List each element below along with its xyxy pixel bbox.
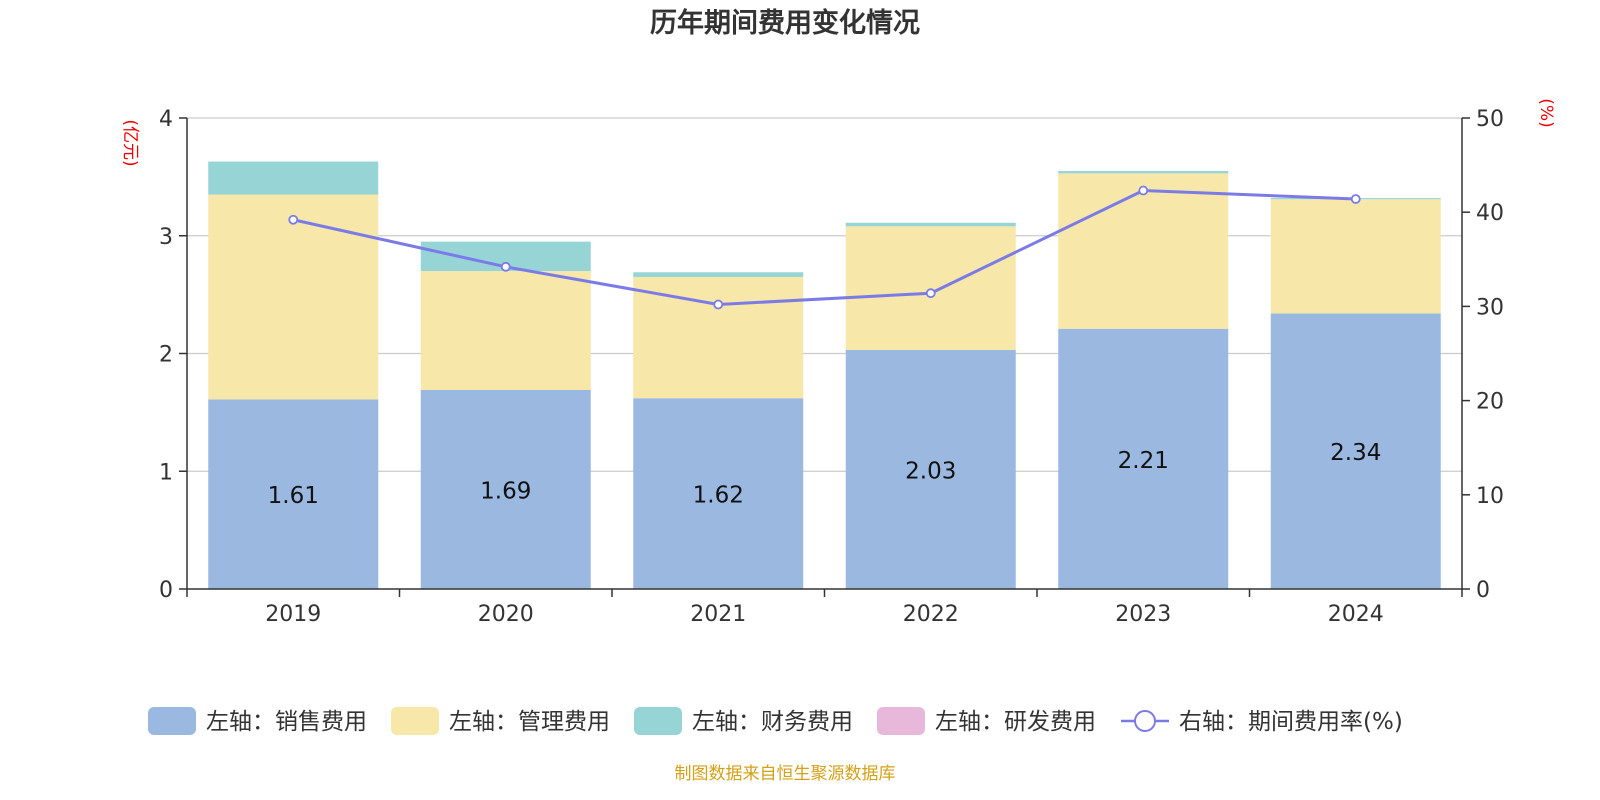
x-axis-tick-label: 2022 (903, 602, 959, 627)
legend-swatch (148, 707, 196, 735)
x-axis-tick-label: 2019 (265, 602, 321, 627)
x-axis-tick-label: 2024 (1328, 602, 1384, 627)
bar-segment (633, 276, 804, 399)
expense-rate-line (288, 185, 1361, 310)
expense-rate-point (1138, 185, 1149, 196)
bar-segment (1270, 313, 1441, 589)
bar-segment (1058, 173, 1229, 329)
legend-label: 左轴：销售费用 (206, 709, 367, 735)
left-axis-tick-label: 0 (159, 578, 173, 603)
bar-segment (1270, 199, 1441, 314)
x-axis-tick-label: 2020 (478, 602, 534, 627)
expense-rate-point (1350, 194, 1361, 204)
bars: 1.61 1.69 1.62 2.03 2.21 2.34 (208, 161, 1441, 589)
bar-segment (420, 271, 591, 391)
legend-swatch (634, 707, 682, 735)
bar-segment (208, 161, 379, 195)
right-axis-tick-label: 30 (1476, 295, 1504, 320)
legend-label: 右轴：期间费用率(%) (1179, 709, 1403, 735)
left-axis-tick-label: 3 (159, 225, 173, 250)
bar-value-label: 2.21 (1118, 448, 1169, 474)
bar-segment (1058, 170, 1229, 174)
expense-rate-polyline (292, 189, 1356, 307)
right-axis-tick-label: 50 (1476, 107, 1504, 132)
left-axis-tick-label: 2 (159, 343, 173, 368)
expense-rate-point (713, 299, 724, 310)
x-axis-tick-label: 2021 (690, 602, 746, 627)
bar-value-label: 2.34 (1330, 440, 1381, 466)
legend: 左轴：销售费用 左轴：管理费用 左轴：财务费用 左轴：研发费用 右轴：期间费用率(%) (148, 707, 1403, 735)
left-axis-unit: (亿元) (120, 119, 140, 166)
bar-segment (420, 390, 591, 589)
right-axis-tick-label: 10 (1476, 484, 1504, 509)
bar-segment (845, 226, 1016, 350)
bar-segment (208, 194, 379, 400)
legend-line-marker (1134, 710, 1156, 732)
data-source-note: 制图数据来自恒生聚源数据库 (675, 764, 896, 784)
legend-swatch (391, 707, 439, 735)
x-axis-tick-label: 2023 (1115, 602, 1171, 627)
bar-segment (845, 349, 1016, 589)
legend-label: 左轴：管理费用 (449, 709, 610, 735)
bar-segment (845, 222, 1016, 227)
bar-segment (633, 398, 804, 589)
right-axis-tick-label: 20 (1476, 390, 1504, 415)
legend-swatch (877, 707, 925, 735)
bar-value-label: 2.03 (905, 458, 956, 484)
expense-rate-point (925, 288, 936, 299)
bar-value-label: 1.62 (693, 483, 744, 509)
right-axis-unit: (%) (1536, 98, 1556, 127)
grid-lines (187, 117, 1462, 472)
legend-label: 左轴：财务费用 (692, 709, 853, 735)
right-axis-tick-label: 0 (1476, 578, 1490, 603)
left-axis-tick-label: 4 (159, 107, 173, 132)
right-axis-tick-label: 40 (1476, 201, 1504, 226)
bar-value-label: 1.61 (268, 483, 319, 509)
expense-rate-point (288, 214, 299, 225)
bar-value-label: 1.69 (480, 479, 531, 505)
bar-segment (208, 399, 379, 589)
bar-segment (1058, 328, 1229, 589)
left-axis-tick-label: 1 (159, 460, 173, 485)
bar-segment (633, 272, 804, 277)
expense-rate-point (500, 261, 511, 272)
chart-title: 历年期间费用变化情况 (650, 7, 920, 39)
legend-label: 左轴：研发费用 (935, 709, 1096, 735)
